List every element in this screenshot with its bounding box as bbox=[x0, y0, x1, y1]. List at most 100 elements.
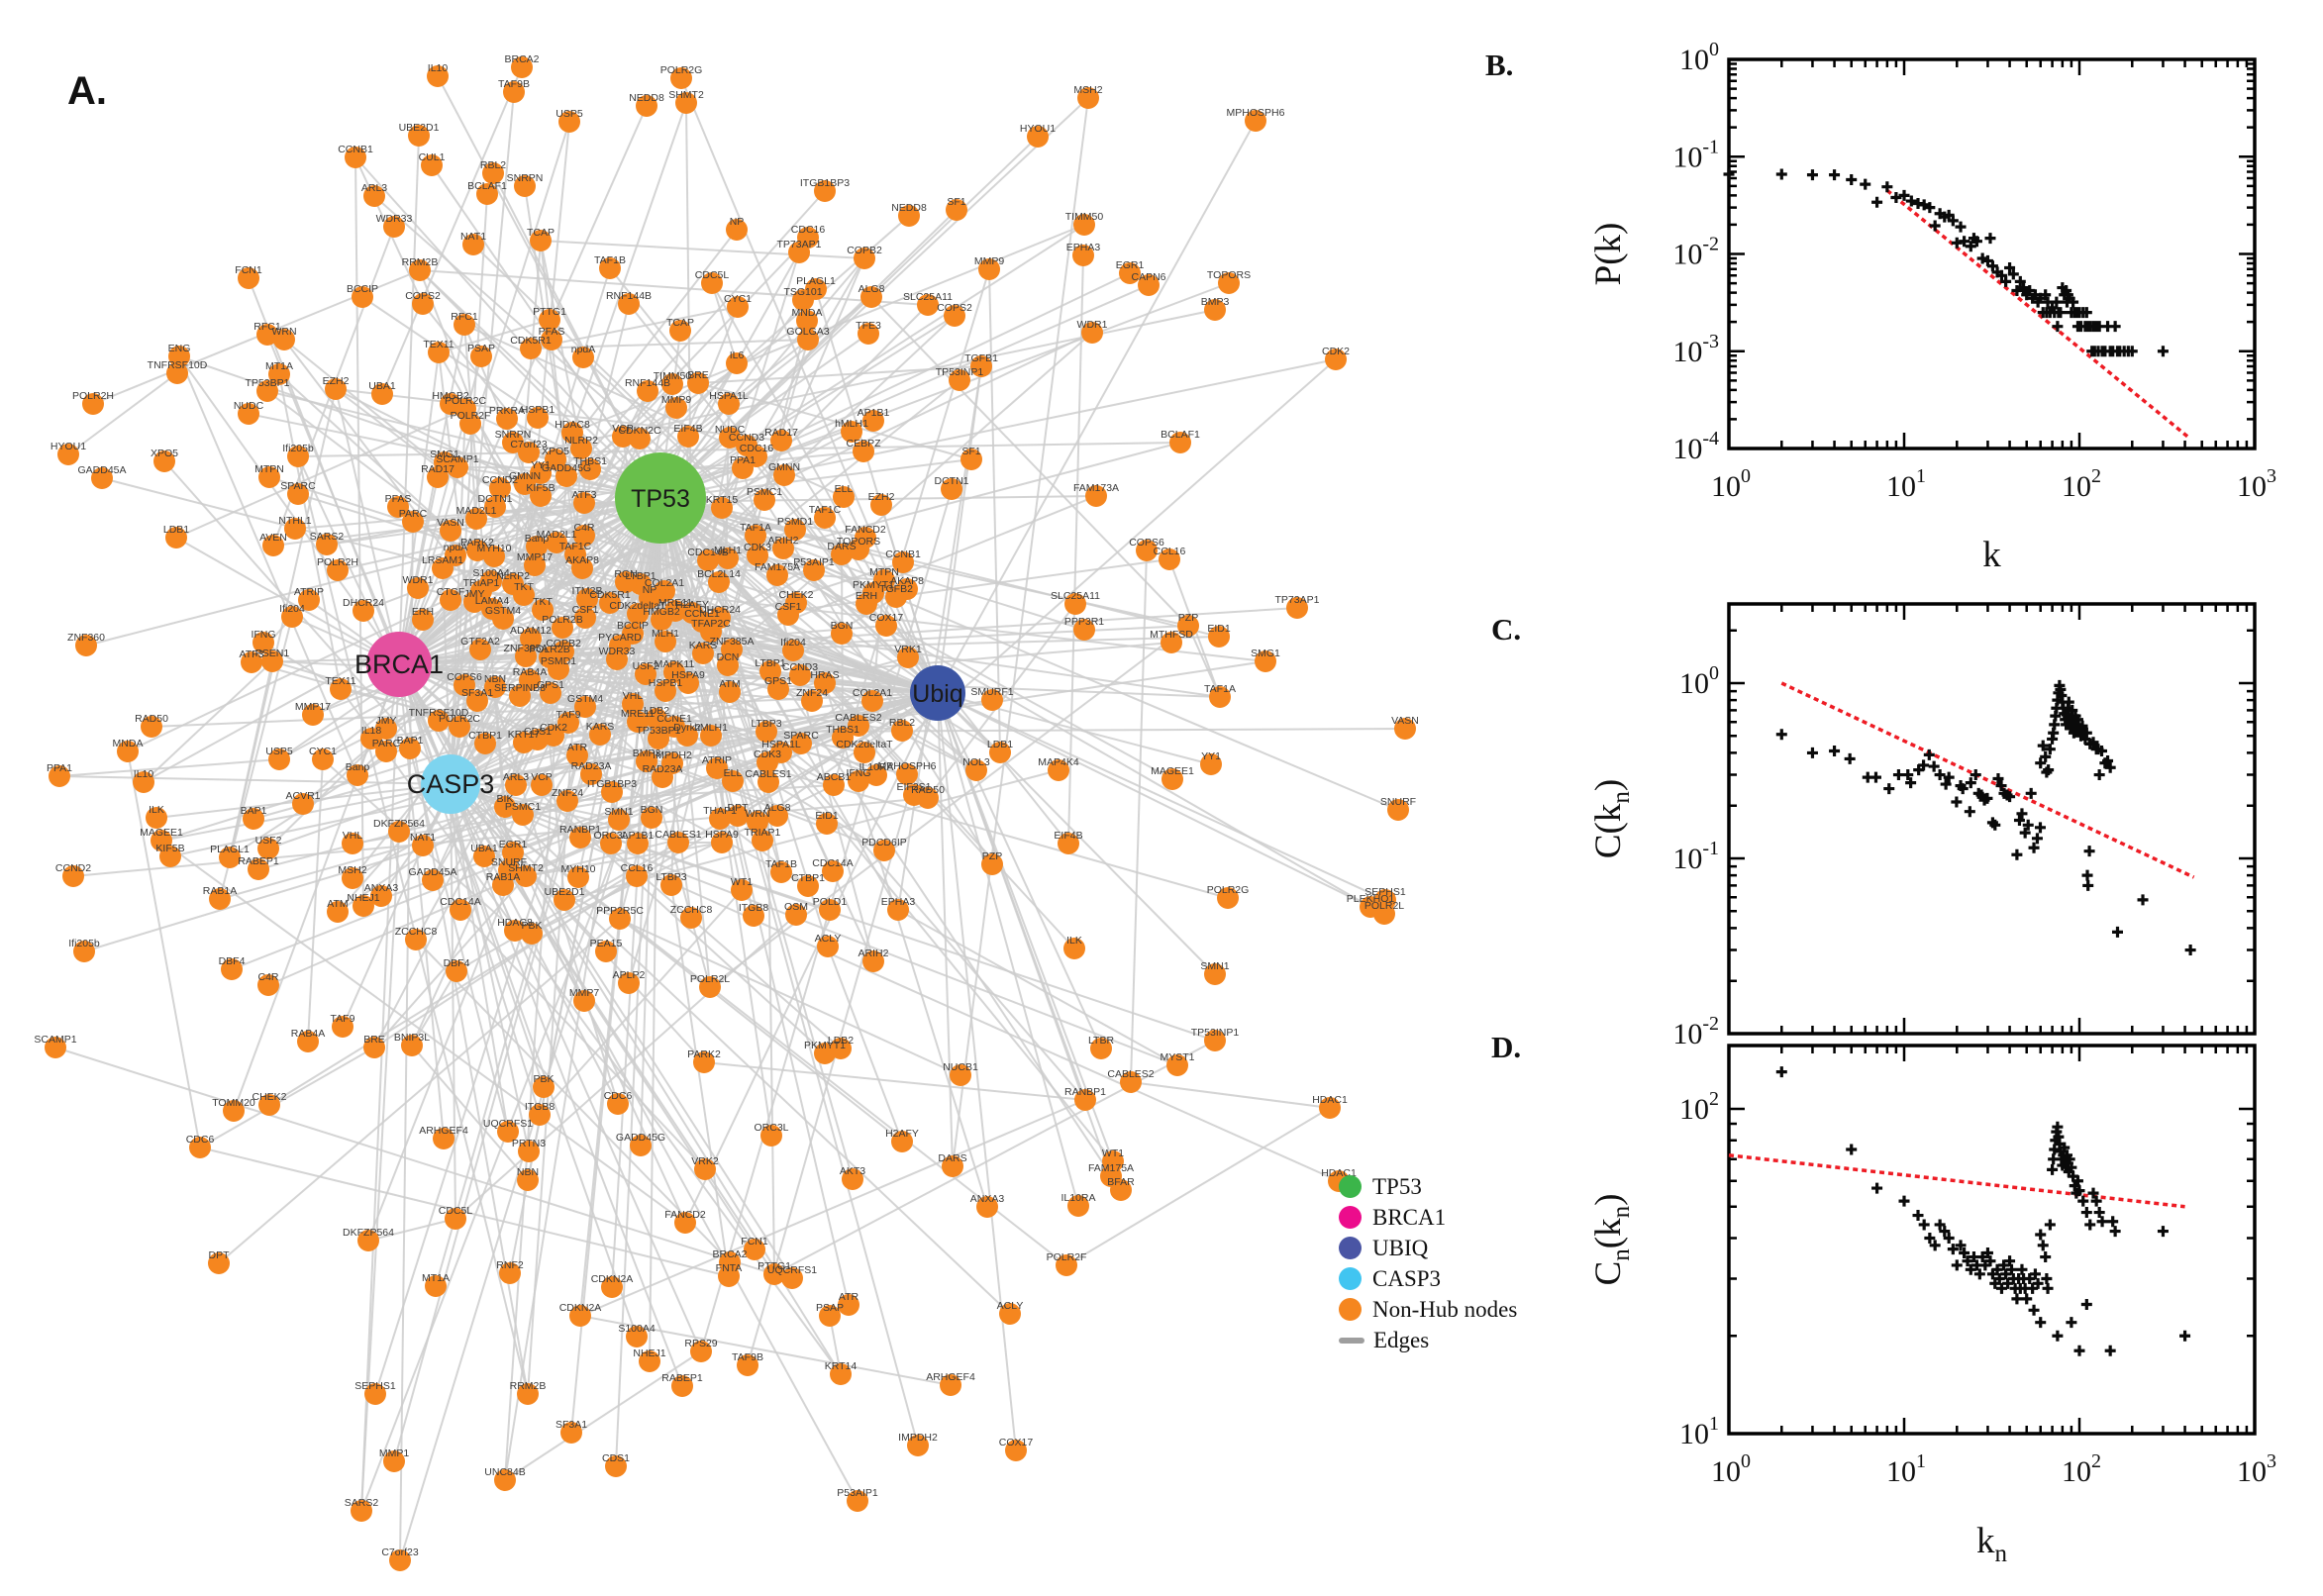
svg-text:BCLAF1: BCLAF1 bbox=[1161, 429, 1200, 441]
svg-text:UBA1: UBA1 bbox=[368, 380, 396, 392]
svg-text:KRT15: KRT15 bbox=[706, 494, 739, 506]
svg-text:RAD17: RAD17 bbox=[764, 427, 798, 439]
svg-text:MRE11: MRE11 bbox=[658, 597, 692, 609]
svg-text:PSMC1: PSMC1 bbox=[505, 801, 541, 813]
svg-text:TIMM50: TIMM50 bbox=[1065, 211, 1104, 223]
svg-text:TAF9B: TAF9B bbox=[498, 78, 530, 90]
svg-text:YY1: YY1 bbox=[1201, 750, 1221, 762]
svg-text:COPS6: COPS6 bbox=[1129, 537, 1164, 549]
svg-text:TOMM20: TOMM20 bbox=[212, 1097, 255, 1109]
svg-text:TP53INP1: TP53INP1 bbox=[1191, 1027, 1240, 1039]
svg-text:101: 101 bbox=[1886, 465, 1926, 503]
svg-text:EPHA3: EPHA3 bbox=[1066, 242, 1101, 253]
svg-text:TP53BP1: TP53BP1 bbox=[637, 725, 681, 737]
svg-text:UNC84B: UNC84B bbox=[484, 1466, 525, 1478]
panel-c-frame bbox=[1727, 602, 2257, 1036]
svg-text:CCND2: CCND2 bbox=[55, 862, 91, 874]
svg-text:GPS1: GPS1 bbox=[764, 675, 792, 687]
svg-text:PSAP: PSAP bbox=[816, 1302, 844, 1314]
svg-text:HSPB1: HSPB1 bbox=[521, 404, 556, 416]
svg-text:BCLAF1: BCLAF1 bbox=[467, 180, 507, 192]
svg-text:IFNG: IFNG bbox=[846, 767, 870, 779]
svg-text:NUDC: NUDC bbox=[234, 400, 264, 412]
svg-text:JMY: JMY bbox=[376, 715, 397, 727]
svg-text:SNRPN: SNRPN bbox=[507, 172, 544, 184]
svg-text:RNF2: RNF2 bbox=[496, 1259, 524, 1271]
svg-text:VRK2: VRK2 bbox=[691, 1155, 719, 1167]
svg-text:FAM175A: FAM175A bbox=[755, 561, 800, 573]
svg-text:CDS1: CDS1 bbox=[524, 726, 552, 738]
svg-text:SHMT2: SHMT2 bbox=[668, 89, 704, 101]
svg-text:ANXA3: ANXA3 bbox=[364, 882, 399, 894]
svg-text:HDAC8: HDAC8 bbox=[497, 917, 533, 929]
svg-text:BCL2L14: BCL2L14 bbox=[697, 568, 741, 580]
panel-c-tick-labels: 100 10-1 10-2 bbox=[1672, 662, 1719, 1050]
svg-text:NTHL1: NTHL1 bbox=[278, 515, 311, 527]
svg-text:ATM: ATM bbox=[719, 678, 740, 690]
svg-text:EZH2: EZH2 bbox=[868, 491, 895, 503]
svg-text:CDC5L: CDC5L bbox=[695, 269, 730, 281]
svg-text:SLC25A11: SLC25A11 bbox=[903, 291, 953, 303]
svg-text:RGN: RGN bbox=[614, 568, 637, 580]
svg-text:10-4: 10-4 bbox=[1672, 428, 1719, 465]
svg-text:CAPN6: CAPN6 bbox=[1131, 271, 1165, 283]
panel-b-frame bbox=[1727, 57, 2257, 450]
svg-text:DCTN1: DCTN1 bbox=[934, 475, 968, 487]
svg-text:IFNG: IFNG bbox=[251, 629, 275, 641]
svg-text:PPA1: PPA1 bbox=[730, 454, 756, 466]
svg-text:SLC25A11: SLC25A11 bbox=[1051, 590, 1100, 602]
svg-text:GTF2A2: GTF2A2 bbox=[460, 636, 500, 648]
svg-text:ENG: ENG bbox=[168, 343, 191, 354]
svg-text:S100A4: S100A4 bbox=[472, 567, 510, 579]
svg-text:MTPN: MTPN bbox=[869, 566, 899, 578]
svg-text:RRM2B: RRM2B bbox=[510, 1380, 547, 1392]
svg-text:TP73AP1: TP73AP1 bbox=[777, 239, 822, 250]
svg-text:ACVR1: ACVR1 bbox=[285, 790, 320, 802]
svg-text:RPS29: RPS29 bbox=[684, 1338, 717, 1349]
svg-text:RAD50: RAD50 bbox=[135, 713, 168, 725]
svg-text:ABCB1: ABCB1 bbox=[817, 771, 852, 783]
svg-text:NEDD8: NEDD8 bbox=[629, 92, 664, 104]
svg-text:MRE11: MRE11 bbox=[621, 708, 655, 720]
svg-text:CDC6: CDC6 bbox=[186, 1134, 215, 1146]
svg-text:PPP2R5C: PPP2R5C bbox=[596, 905, 644, 917]
network-node-labels: PSAP TAF1C TAF1A PTTG1 ELL DBF4 TAF1B CABLES2 OR… bbox=[34, 53, 1419, 1558]
svg-text:UQCRFS1: UQCRFS1 bbox=[483, 1118, 533, 1130]
svg-text:IL10RA: IL10RA bbox=[858, 761, 893, 773]
svg-text:ZNF360: ZNF360 bbox=[67, 632, 105, 644]
svg-text:RFC1: RFC1 bbox=[253, 321, 281, 333]
svg-text:npdA: npdA bbox=[444, 542, 468, 553]
svg-text:CHEK2: CHEK2 bbox=[778, 589, 813, 601]
svg-text:PLEKHO1: PLEKHO1 bbox=[1347, 893, 1395, 905]
svg-text:UBE2D1: UBE2D1 bbox=[399, 122, 440, 134]
panel-label-b: B. bbox=[1485, 48, 1514, 82]
svg-text:CDC6: CDC6 bbox=[604, 1090, 633, 1102]
svg-text:101: 101 bbox=[1679, 1413, 1719, 1450]
svg-text:C7orf23: C7orf23 bbox=[381, 1546, 419, 1558]
svg-text:CASP3: CASP3 bbox=[407, 769, 495, 799]
svg-text:PDCD6IP: PDCD6IP bbox=[861, 837, 907, 848]
svg-text:CCNB1: CCNB1 bbox=[885, 549, 921, 560]
svg-text:PFAS: PFAS bbox=[385, 493, 412, 505]
svg-text:Ifi204: Ifi204 bbox=[279, 603, 305, 615]
svg-text:MMP1: MMP1 bbox=[379, 1447, 409, 1459]
svg-text:MAPK11: MAPK11 bbox=[655, 658, 695, 670]
svg-text:HSPA1L: HSPA1L bbox=[709, 390, 749, 402]
svg-text:SERPINB8: SERPINB8 bbox=[494, 682, 546, 694]
svg-text:P53AIP1: P53AIP1 bbox=[793, 556, 835, 568]
svg-text:IMPDH2: IMPDH2 bbox=[898, 1432, 938, 1444]
panel-c-fit-line bbox=[1780, 681, 2195, 879]
node-swatch-icon bbox=[1339, 1237, 1362, 1259]
node-swatch-icon bbox=[1339, 1267, 1362, 1290]
svg-text:CDKN2A: CDKN2A bbox=[591, 1273, 634, 1285]
svg-text:NLRP2: NLRP2 bbox=[564, 435, 598, 447]
svg-text:TFAP2C: TFAP2C bbox=[691, 618, 731, 630]
svg-text:GADD45A: GADD45A bbox=[77, 464, 126, 476]
svg-text:VCP: VCP bbox=[612, 423, 634, 435]
svg-text:RAD23A: RAD23A bbox=[643, 763, 683, 775]
svg-text:YY1: YY1 bbox=[531, 459, 551, 471]
svg-text:PLAGL1: PLAGL1 bbox=[210, 844, 250, 855]
svg-text:ELL: ELL bbox=[724, 767, 743, 779]
svg-text:IMPDH2: IMPDH2 bbox=[653, 749, 692, 761]
